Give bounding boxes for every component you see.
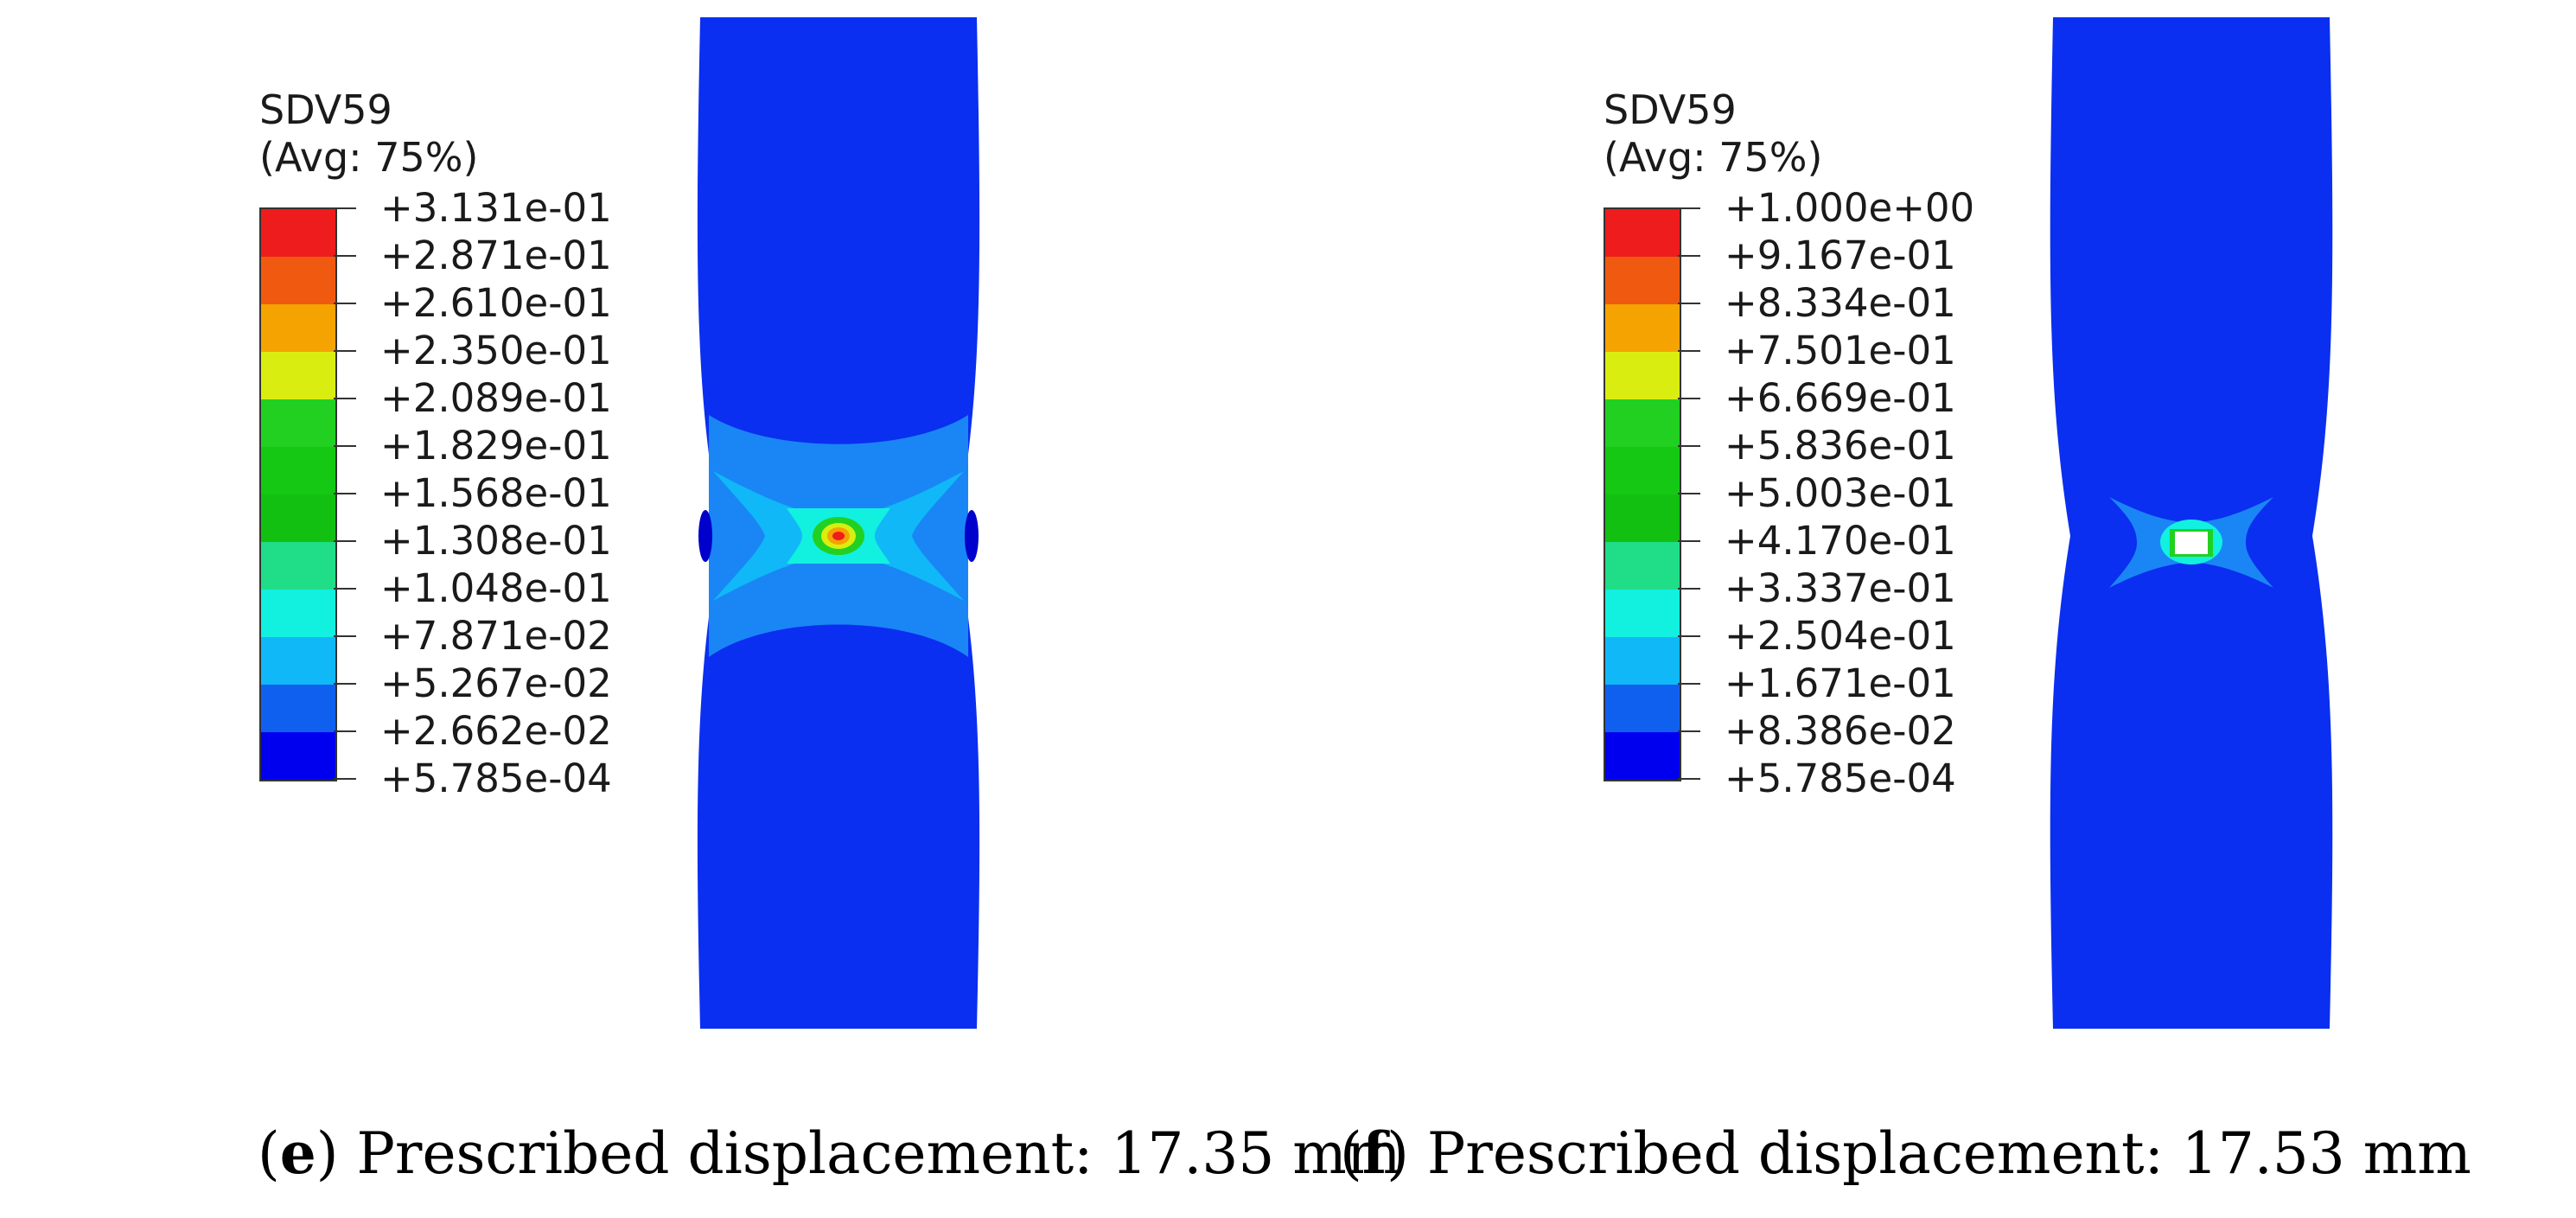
legend-tick bbox=[334, 635, 356, 637]
legend-tick bbox=[1678, 303, 1700, 304]
legend-label: +1.671e-01 bbox=[1725, 660, 1956, 706]
legend-tick bbox=[334, 350, 356, 352]
swatch bbox=[261, 257, 335, 304]
legend-avg: (Avg: 75%) bbox=[259, 134, 479, 181]
legend-label: +7.501e-01 bbox=[1725, 328, 1956, 373]
legend-label: +4.170e-01 bbox=[1725, 518, 1956, 564]
specimen-contour-f bbox=[2050, 17, 2333, 1029]
swatch bbox=[1605, 257, 1680, 304]
legend-tick bbox=[334, 778, 356, 780]
legend-label: +1.308e-01 bbox=[380, 518, 612, 564]
swatch bbox=[1605, 637, 1680, 685]
failed-element-hole bbox=[2175, 532, 2208, 554]
legend-label: +1.048e-01 bbox=[380, 565, 612, 611]
legend-title: SDV59 bbox=[1604, 86, 1737, 133]
specimen-contour-e bbox=[697, 17, 980, 1029]
swatch bbox=[1605, 494, 1680, 542]
swatch bbox=[261, 304, 335, 352]
swatch bbox=[1605, 447, 1680, 494]
swatch bbox=[1605, 209, 1680, 257]
swatch bbox=[1605, 685, 1680, 732]
legend-label: +5.785e-04 bbox=[1725, 756, 1956, 801]
legend-label: +2.662e-02 bbox=[380, 708, 612, 754]
legend-tick bbox=[334, 683, 356, 685]
legend-label: +1.000e+00 bbox=[1725, 185, 1975, 231]
swatch bbox=[1605, 399, 1680, 447]
legend-tick bbox=[1678, 778, 1700, 780]
legend-tick bbox=[1678, 683, 1700, 685]
legend-tick bbox=[1678, 255, 1700, 257]
legend-label: +9.167e-01 bbox=[1725, 233, 1956, 278]
legend-title: SDV59 bbox=[259, 86, 392, 133]
colorbar bbox=[1604, 207, 1681, 781]
caption-text: Prescribed displacement: 17.35 mm bbox=[356, 1120, 1401, 1187]
swatch bbox=[1605, 732, 1680, 780]
legend-label: +2.350e-01 bbox=[380, 328, 612, 373]
legend-label: +5.785e-04 bbox=[380, 756, 612, 801]
swatch bbox=[261, 399, 335, 447]
swatch bbox=[261, 590, 335, 637]
swatch bbox=[261, 209, 335, 257]
legend-tick bbox=[334, 493, 356, 494]
legend-label: +2.871e-01 bbox=[380, 233, 612, 278]
legend-label: +8.386e-02 bbox=[1725, 708, 1956, 754]
legend-tick bbox=[334, 445, 356, 447]
swatch bbox=[261, 542, 335, 590]
legend-avg: (Avg: 75%) bbox=[1604, 134, 1823, 181]
swatch bbox=[261, 447, 335, 494]
legend-tick bbox=[334, 540, 356, 542]
caption-e: (e) Prescribed displacement: 17.35 mm bbox=[258, 1119, 1401, 1187]
swatch bbox=[261, 637, 335, 685]
legend-tick bbox=[334, 303, 356, 304]
caption-text: Prescribed displacement: 17.53 mm bbox=[1426, 1120, 2471, 1187]
legend-body: +1.000e+00 +9.167e-01 +8.334e-01 +7.501e… bbox=[1604, 185, 2053, 811]
swatch bbox=[1605, 590, 1680, 637]
legend-label: +2.089e-01 bbox=[380, 375, 612, 421]
legend-f: SDV59 (Avg: 75%) bbox=[1604, 86, 2053, 811]
legend-tick bbox=[1678, 493, 1700, 494]
legend-label: +5.836e-01 bbox=[1725, 423, 1956, 469]
legend-label: +1.829e-01 bbox=[380, 423, 612, 469]
legend-tick bbox=[1678, 730, 1700, 732]
legend-tick bbox=[334, 398, 356, 399]
swatch bbox=[1605, 352, 1680, 399]
legend-label: +8.334e-01 bbox=[1725, 280, 1956, 326]
legend-tick bbox=[1678, 635, 1700, 637]
swatch bbox=[261, 494, 335, 542]
legend-tick bbox=[334, 207, 356, 209]
colorbar bbox=[259, 207, 337, 781]
legend-body: +3.131e-01 +2.871e-01 +2.610e-01 +2.350e… bbox=[259, 185, 709, 811]
swatch bbox=[1605, 304, 1680, 352]
panel-e: SDV59 (Avg: 75%) bbox=[258, 17, 1400, 1187]
legend-e: SDV59 (Avg: 75%) bbox=[259, 86, 709, 811]
legend-label: +5.267e-02 bbox=[380, 660, 612, 706]
legend-tick bbox=[1678, 350, 1700, 352]
legend-label: +3.131e-01 bbox=[380, 185, 612, 231]
legend-label: +5.003e-01 bbox=[1725, 470, 1956, 516]
legend-tick bbox=[1678, 398, 1700, 399]
legend-label: +6.669e-01 bbox=[1725, 375, 1956, 421]
caption-letter: e bbox=[279, 1119, 316, 1187]
legend-tick bbox=[334, 730, 356, 732]
legend-tick bbox=[334, 588, 356, 590]
legend-label: +7.871e-02 bbox=[380, 613, 612, 659]
caption-f: (f) Prescribed displacement: 17.53 mm bbox=[1340, 1119, 2471, 1187]
swatch bbox=[261, 732, 335, 780]
legend-label: +1.568e-01 bbox=[380, 470, 612, 516]
swatch bbox=[1605, 542, 1680, 590]
swatch bbox=[261, 685, 335, 732]
legend-label: +2.504e-01 bbox=[1725, 613, 1956, 659]
legend-label: +3.337e-01 bbox=[1725, 565, 1956, 611]
legend-tick bbox=[334, 255, 356, 257]
caption-letter: f bbox=[1361, 1119, 1387, 1187]
panel-f: SDV59 (Avg: 75%) bbox=[1288, 0, 2576, 1218]
legend-label: +2.610e-01 bbox=[380, 280, 612, 326]
legend-tick bbox=[1678, 207, 1700, 209]
legend-tick bbox=[1678, 588, 1700, 590]
legend-tick bbox=[1678, 445, 1700, 447]
legend-tick bbox=[1678, 540, 1700, 542]
swatch bbox=[261, 352, 335, 399]
